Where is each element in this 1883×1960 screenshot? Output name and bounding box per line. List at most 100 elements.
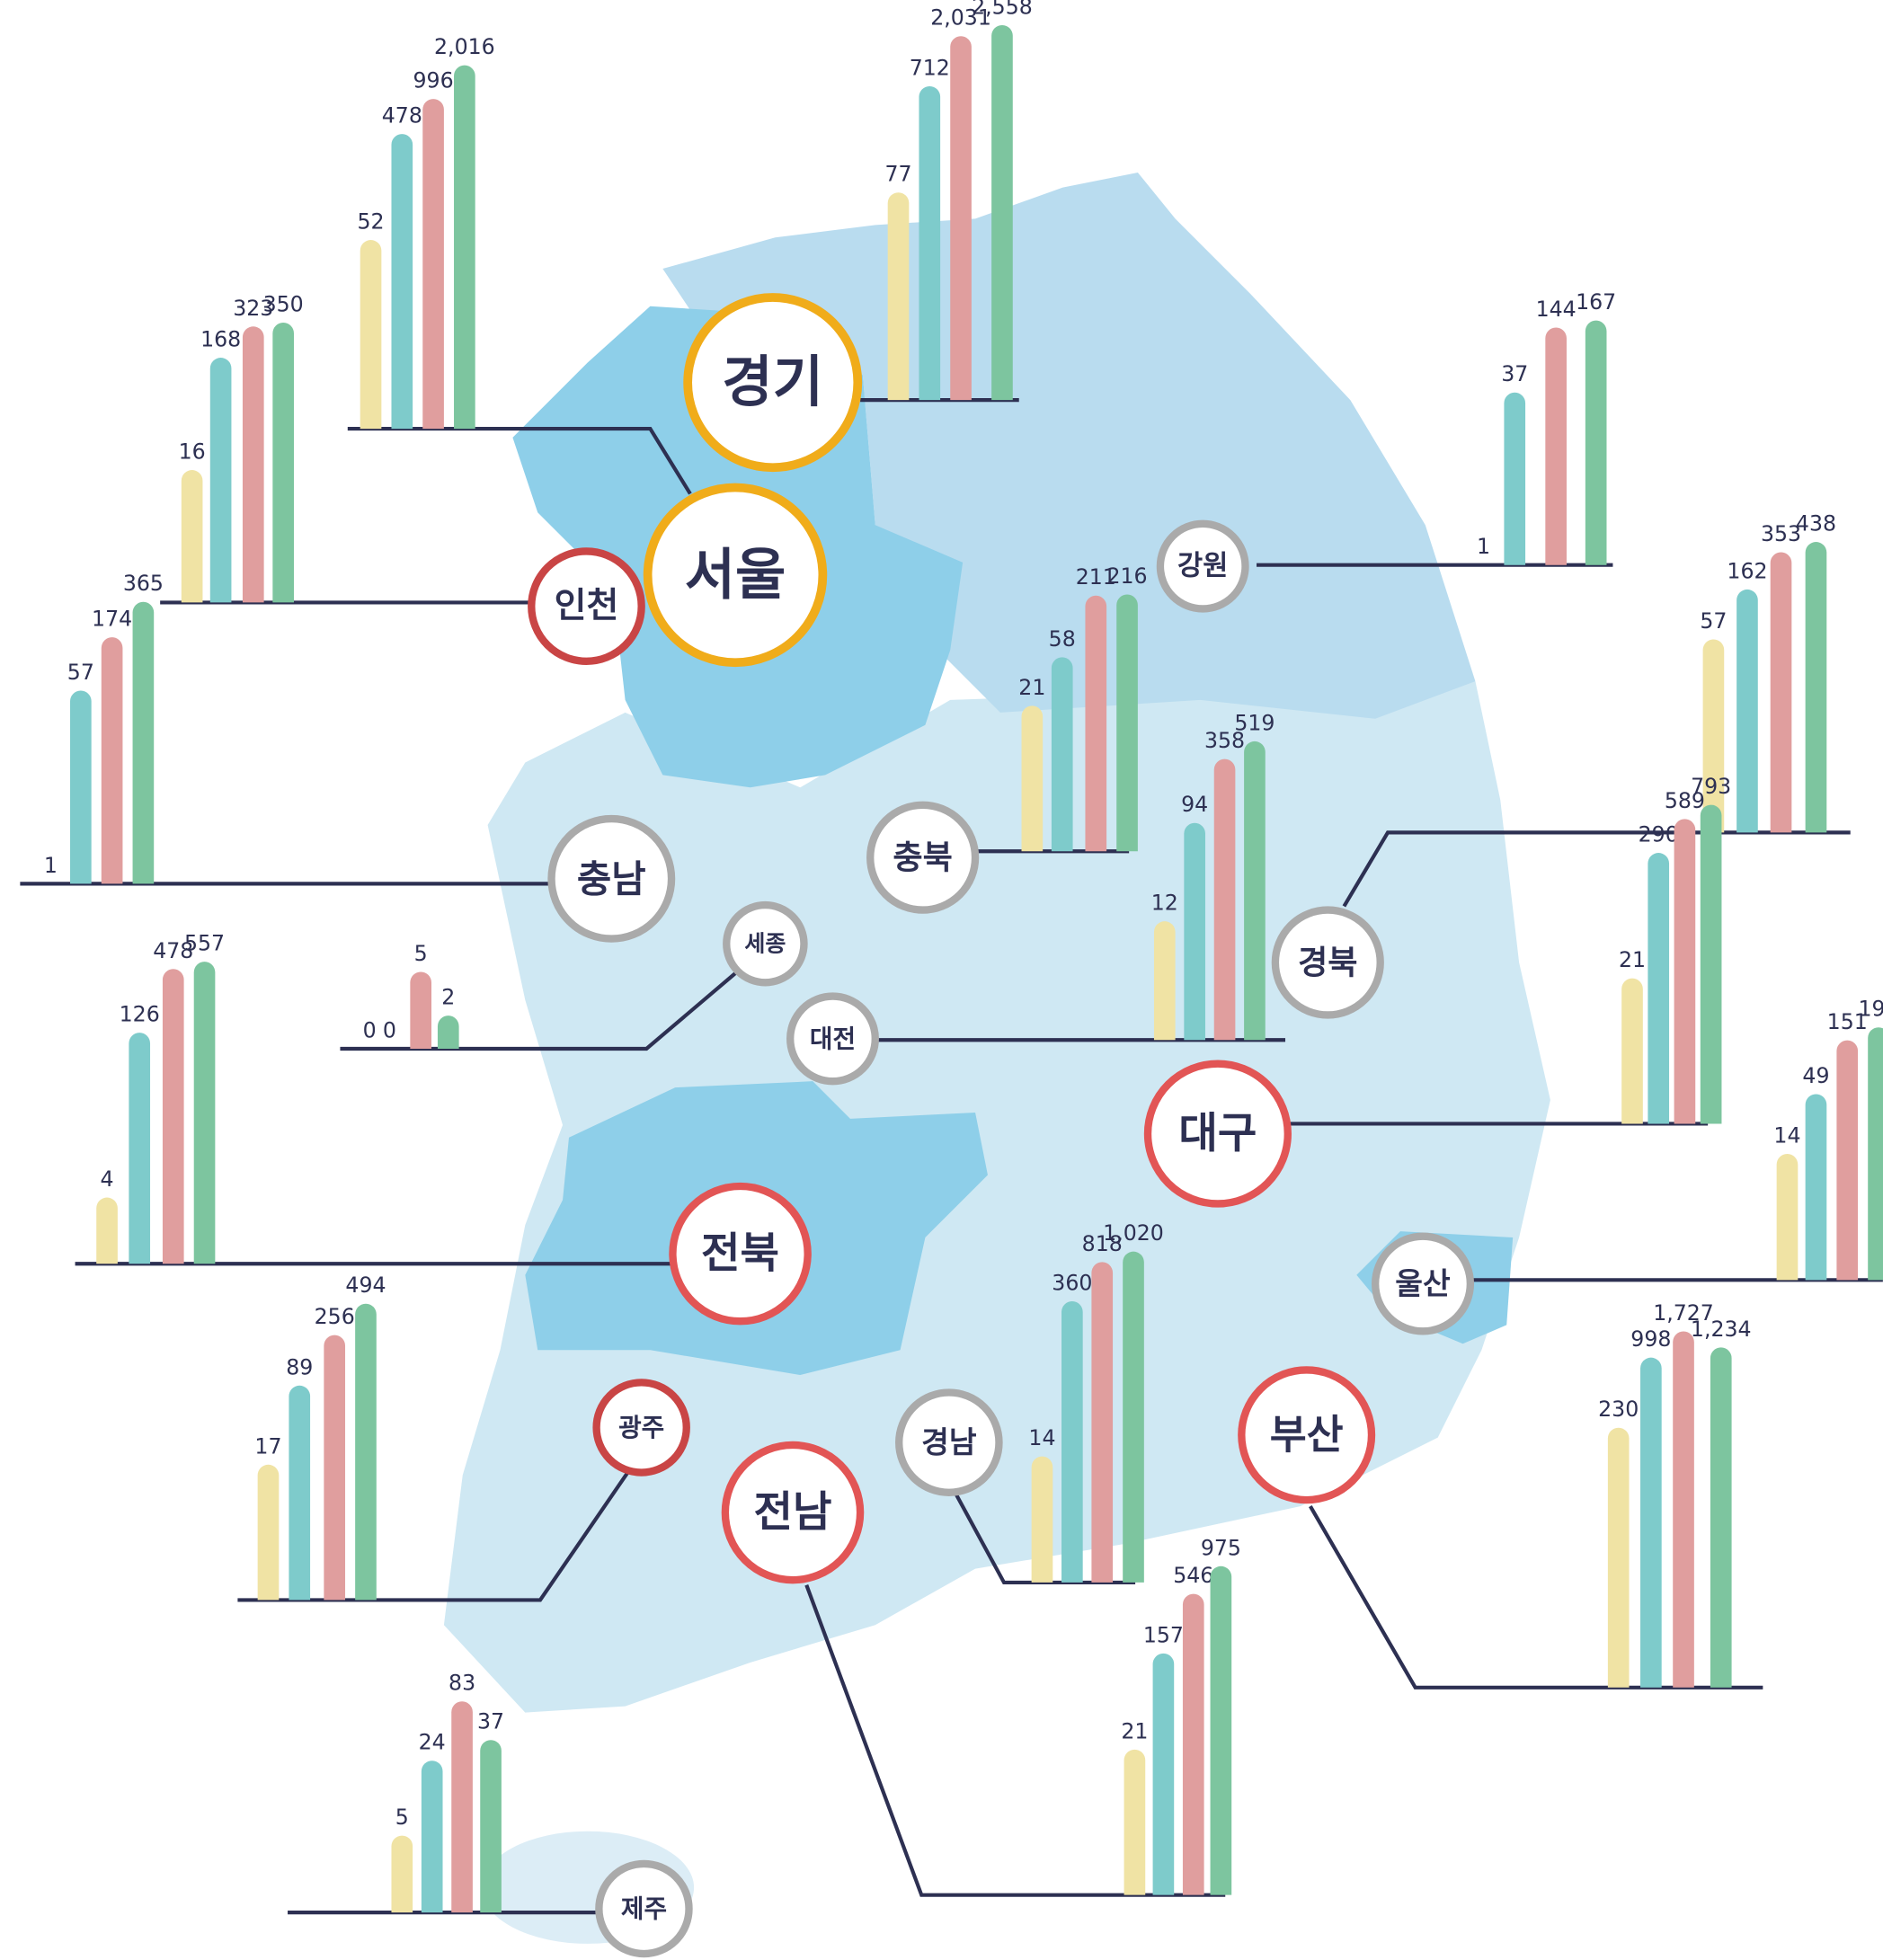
region-name: 부산: [1270, 1412, 1344, 1458]
value-label: 49: [1802, 1063, 1829, 1088]
value-label: 77: [884, 162, 911, 187]
map-background: [443, 172, 1550, 1944]
bar: [1051, 657, 1073, 852]
value-label: 230: [1598, 1397, 1639, 1422]
bar: [1700, 804, 1722, 1124]
bar: [272, 323, 294, 603]
region-name: 울산: [1395, 1266, 1451, 1301]
bar: [1736, 589, 1758, 833]
value-label: 358: [1204, 728, 1245, 753]
value-label: 494: [345, 1273, 386, 1298]
value-label: 83: [449, 1671, 475, 1696]
region-circle: [895, 1388, 1003, 1496]
value-label: 1: [44, 853, 58, 878]
region-circle: [592, 1379, 690, 1477]
region-name: 대전: [810, 1024, 856, 1053]
bar: [242, 326, 264, 603]
value-label: 0: [363, 1017, 377, 1042]
value-label: 167: [1576, 289, 1616, 315]
bar: [1123, 1251, 1144, 1583]
region-name: 서울: [685, 543, 786, 607]
value-label: 57: [67, 660, 94, 685]
bar: [1184, 822, 1205, 1041]
region-circle: [786, 992, 879, 1086]
bar: [480, 1740, 502, 1913]
bar: [1673, 1331, 1694, 1688]
value-label: 975: [1201, 1535, 1241, 1560]
bar: [1182, 1593, 1204, 1895]
value-label: 1,020: [1103, 1220, 1164, 1246]
region-circle: [1143, 1060, 1292, 1208]
bar: [1640, 1357, 1662, 1688]
bar: [1770, 552, 1792, 833]
bar: [1124, 1749, 1146, 1895]
value-label: 793: [1691, 774, 1731, 799]
land-north: [662, 172, 1476, 719]
bar: [437, 1015, 459, 1050]
bar: [70, 690, 92, 884]
bar: [887, 192, 910, 401]
bar: [1210, 1565, 1232, 1895]
bar: [355, 1303, 377, 1601]
connector-line: [1342, 830, 1851, 908]
region-circle: [1271, 906, 1384, 1019]
region-circle: [547, 814, 676, 943]
region-name: 강원: [1177, 551, 1228, 582]
bar: [1805, 1094, 1827, 1281]
value-label: 323: [233, 296, 273, 321]
value-label: 1: [1477, 534, 1490, 559]
value-label: 144: [1536, 297, 1577, 322]
region-name: 인천: [555, 586, 619, 626]
region-circle: [866, 801, 980, 914]
value-label: 21: [1619, 947, 1646, 972]
bar: [193, 962, 216, 1264]
bar: [257, 1464, 280, 1601]
bar: [96, 1197, 118, 1264]
value-label: 360: [1052, 1271, 1092, 1296]
region-name: 제주: [621, 1893, 667, 1923]
value-label: 162: [1727, 558, 1767, 583]
value-label: 546: [1173, 1563, 1213, 1588]
bar: [1244, 741, 1266, 1041]
region-circle: [723, 900, 808, 987]
value-label: 438: [1796, 511, 1836, 537]
value-label: 24: [419, 1730, 446, 1755]
bar: [991, 24, 1013, 401]
bar: [1031, 1456, 1053, 1583]
value-label: 168: [200, 327, 241, 352]
value-label: 478: [382, 103, 422, 129]
bar: [1776, 1154, 1799, 1281]
bar: [1805, 542, 1827, 833]
region-circle: [528, 547, 645, 665]
bar: [1116, 594, 1138, 852]
bar: [1153, 921, 1176, 1041]
value-label: 4: [101, 1166, 114, 1192]
connector-line: [804, 1583, 1226, 1897]
region-circle: [721, 1441, 865, 1584]
value-label: 52: [358, 209, 385, 235]
value-label: 94: [1181, 792, 1208, 817]
value-label: 17: [254, 1433, 281, 1459]
value-label: 353: [1761, 521, 1801, 546]
value-label: 0: [383, 1017, 396, 1042]
bar: [132, 601, 155, 884]
value-label: 21: [1018, 675, 1045, 700]
bar: [919, 85, 941, 401]
bar: [209, 358, 232, 603]
bar: [454, 65, 475, 430]
region-name: 충남: [577, 856, 646, 900]
value-label: 211: [1076, 564, 1116, 590]
bar: [1213, 758, 1236, 1041]
region-circle: [1238, 1366, 1376, 1504]
value-label: 57: [1700, 608, 1727, 634]
region-name: 세종: [744, 931, 786, 957]
value-label: 2,016: [434, 34, 495, 59]
bar: [1061, 1301, 1083, 1583]
value-label: 478: [153, 938, 193, 963]
bar: [1607, 1427, 1630, 1688]
bar: [1091, 1262, 1114, 1583]
value-label: 2,031: [930, 5, 991, 31]
bar: [289, 1385, 311, 1601]
bar: [410, 971, 431, 1050]
bar: [162, 969, 184, 1264]
